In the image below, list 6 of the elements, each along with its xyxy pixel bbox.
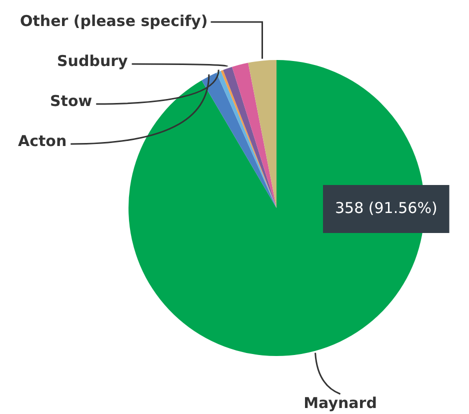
- slice-label: Maynard: [304, 394, 377, 412]
- slice-label: Acton: [18, 132, 67, 150]
- slice-label: Other (please specify): [20, 12, 208, 30]
- slice-label: Stow: [50, 92, 92, 110]
- text: 358 (91.56%): [335, 198, 438, 217]
- slice-label: Sudbury: [57, 52, 128, 70]
